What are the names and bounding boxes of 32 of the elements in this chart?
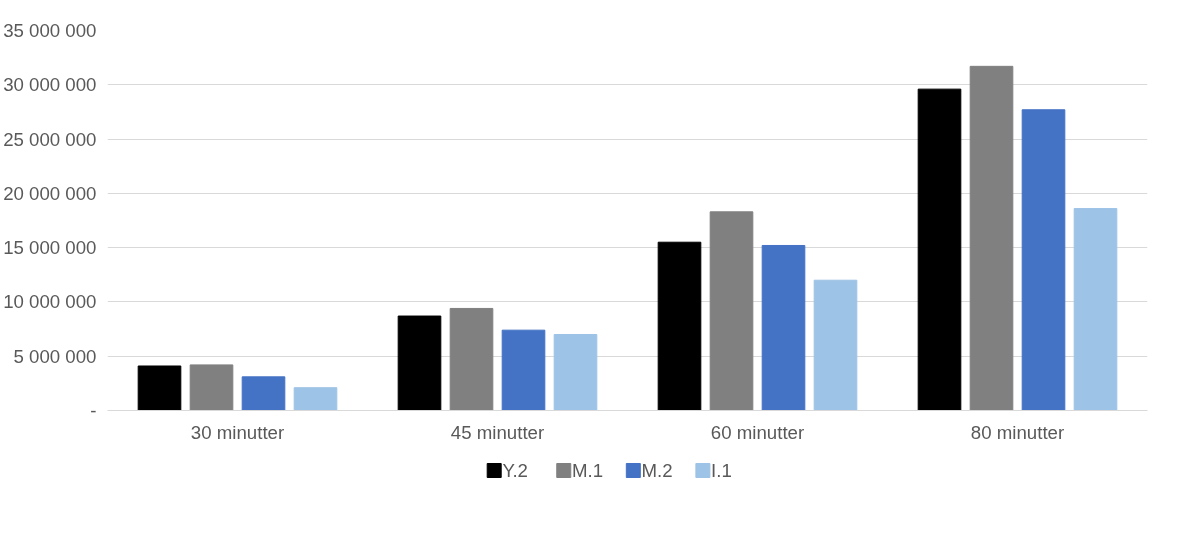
legend-label: M.2 — [641, 460, 673, 481]
x-tick-label: 60 minutter — [710, 421, 805, 443]
bar — [709, 211, 754, 411]
y-tick-label: 20 000 000 — [3, 182, 97, 204]
bar — [501, 329, 546, 411]
legend-label: I.1 — [711, 460, 732, 481]
bar — [1073, 208, 1118, 411]
bar — [657, 241, 702, 411]
legend-label: M.1 — [571, 460, 604, 481]
y-tick-label: 25 000 000 — [3, 128, 97, 150]
bar — [917, 88, 962, 411]
y-tick-label: 30 000 000 — [3, 74, 97, 96]
y-tick-label: 15 000 000 — [3, 237, 97, 259]
bar — [397, 315, 442, 411]
y-tick-label: - — [90, 400, 97, 421]
y-tick-label: 5 000 000 — [13, 345, 97, 367]
bar — [189, 364, 234, 411]
bar — [553, 334, 598, 411]
bar — [1021, 109, 1066, 411]
bar — [813, 279, 858, 411]
x-tick-label: 80 minutter — [970, 421, 1065, 443]
bar — [969, 65, 1014, 411]
bar — [449, 307, 494, 411]
bar — [293, 387, 338, 411]
bar — [761, 244, 806, 411]
x-tick-label: 30 minutter — [190, 421, 285, 443]
x-tick-label: 45 minutter — [450, 421, 545, 443]
y-tick-label: 35 000 000 — [3, 20, 97, 41]
legend-label: Y.2 — [502, 460, 528, 481]
bar — [241, 376, 286, 411]
y-tick-label: 10 000 000 — [3, 291, 97, 313]
bar — [137, 365, 182, 411]
